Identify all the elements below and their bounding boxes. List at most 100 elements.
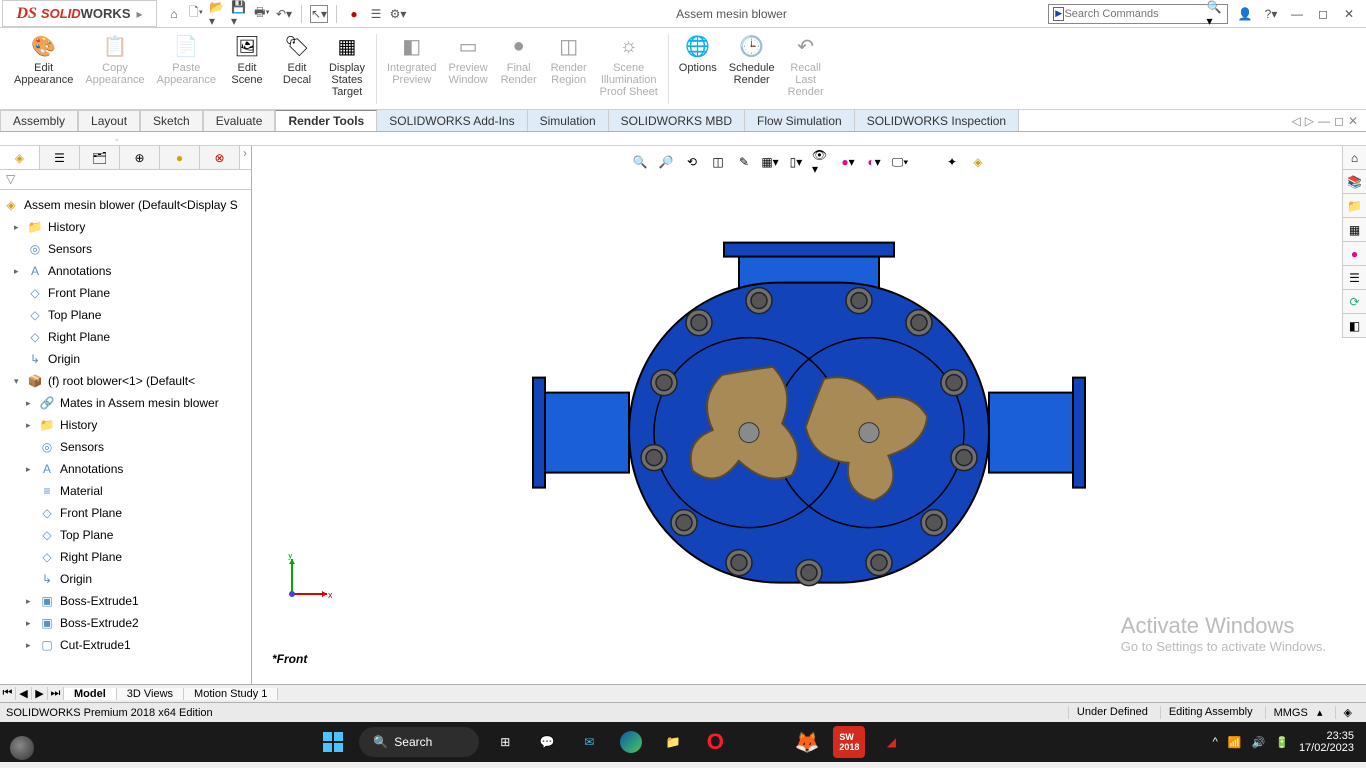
options-icon[interactable]: ⚙▾ bbox=[389, 5, 407, 23]
tree-item[interactable]: ◇Top Plane bbox=[0, 524, 251, 546]
sw2018-icon[interactable]: SW2018 bbox=[833, 726, 865, 758]
cmd-tab-render-tools[interactable]: Render Tools bbox=[275, 110, 377, 131]
select-icon[interactable]: ↖▾ bbox=[310, 5, 328, 23]
doc-max-icon[interactable]: ◻ bbox=[1334, 114, 1344, 128]
appearances-icon[interactable]: ● bbox=[1343, 242, 1366, 266]
cmd-tab-layout[interactable]: Layout bbox=[78, 110, 140, 131]
doc-close-icon[interactable]: ✕ bbox=[1348, 114, 1358, 128]
home-icon[interactable]: ⌂ bbox=[165, 5, 183, 23]
tree-item[interactable]: ▸📁History bbox=[0, 414, 251, 436]
tray-chevron-icon[interactable]: ^ bbox=[1213, 736, 1218, 748]
tree-item[interactable]: ▸📁History bbox=[0, 216, 251, 238]
hide-show-icon[interactable]: 👁▾ bbox=[812, 152, 832, 172]
tree-item[interactable]: ◇Right Plane bbox=[0, 546, 251, 568]
forum-icon[interactable]: ⟳ bbox=[1343, 290, 1366, 314]
tree-item[interactable]: ↳Origin bbox=[0, 348, 251, 370]
3dviews-tab[interactable]: 3D Views bbox=[117, 688, 184, 700]
close-icon[interactable]: ✕ bbox=[1340, 5, 1358, 23]
property-tab[interactable]: ☰ bbox=[40, 146, 80, 169]
chat-icon[interactable]: 💬 bbox=[531, 726, 563, 758]
task-view-icon[interactable]: ⊞ bbox=[489, 726, 521, 758]
command-search[interactable]: ▶ 🔍▾ bbox=[1048, 4, 1228, 24]
new-icon[interactable]: 🗋▾ bbox=[187, 5, 205, 23]
undo-icon[interactable]: ↶▾ bbox=[275, 5, 293, 23]
section-icon[interactable]: ◫ bbox=[708, 152, 728, 172]
library-icon[interactable]: 📚 bbox=[1343, 170, 1366, 194]
ribbon-edit[interactable]: 🎨EditAppearance bbox=[8, 30, 79, 88]
cmd-tab-evaluate[interactable]: Evaluate bbox=[203, 110, 276, 131]
triad-icon[interactable]: ✦ bbox=[942, 152, 962, 172]
tree-item[interactable]: ▸AAnnotations bbox=[0, 260, 251, 282]
search-input[interactable] bbox=[1064, 8, 1206, 20]
file-props-icon[interactable]: ☰ bbox=[367, 5, 385, 23]
minimize-icon[interactable]: — bbox=[1288, 5, 1306, 23]
weather-widget[interactable] bbox=[10, 736, 34, 760]
start-button[interactable] bbox=[317, 726, 349, 758]
ribbon-options[interactable]: 🌐Options bbox=[673, 30, 723, 76]
cmd-tab-sketch[interactable]: Sketch bbox=[140, 110, 203, 131]
tree-item[interactable]: ▸▣Boss-Extrude1 bbox=[0, 590, 251, 612]
dyn-icon[interactable]: ✎ bbox=[734, 152, 754, 172]
resources-icon[interactable]: ⌂ bbox=[1343, 146, 1366, 170]
tree-item[interactable]: ◎Sensors bbox=[0, 238, 251, 260]
explorer-icon[interactable]: 📁 bbox=[1343, 194, 1366, 218]
tray-battery-icon[interactable]: 🔋 bbox=[1275, 736, 1289, 749]
view-palette-icon[interactable]: ▦ bbox=[1343, 218, 1366, 242]
tree-item[interactable]: ◇Right Plane bbox=[0, 326, 251, 348]
tree-item[interactable]: ◎Sensors bbox=[0, 436, 251, 458]
more-tab[interactable]: ⊗ bbox=[200, 146, 240, 169]
status-custom-icon[interactable]: ◈ bbox=[1335, 706, 1360, 719]
doc-prev-icon[interactable]: ◁ bbox=[1292, 114, 1301, 128]
view-settings-icon[interactable]: 🖵▾ bbox=[890, 152, 910, 172]
save-icon[interactable]: 💾▾ bbox=[231, 5, 249, 23]
firefox-icon[interactable]: 🦊 bbox=[791, 726, 823, 758]
search-icon[interactable]: 🔍▾ bbox=[1206, 0, 1223, 28]
opera-icon[interactable]: O bbox=[699, 726, 731, 758]
tray-clock[interactable]: 23:35 17/02/2023 bbox=[1299, 730, 1354, 754]
feature-tree-tab[interactable]: ◈ bbox=[0, 146, 40, 169]
user-icon[interactable]: 👤 bbox=[1236, 5, 1254, 23]
taskbar-search[interactable]: 🔍Search bbox=[359, 727, 479, 757]
tray-volume-icon[interactable]: 🔊 bbox=[1252, 736, 1266, 749]
tree-item[interactable]: ◇Front Plane bbox=[0, 502, 251, 524]
tree-item[interactable]: ▸▣Boss-Extrude2 bbox=[0, 612, 251, 634]
cmd-tab-flow-simulation[interactable]: Flow Simulation bbox=[745, 110, 855, 131]
graphics-viewport[interactable]: 🔍 🔎 ⟲ ◫ ✎ ▦▾ ▯▾ 👁▾ ●▾ ◐▾ 🖵▾ ✦ ◈ ⌂ 📚 📁 ▦ … bbox=[252, 146, 1366, 684]
cmd-tab-assembly[interactable]: Assembly bbox=[0, 110, 78, 131]
tree-item[interactable]: ◇Top Plane bbox=[0, 304, 251, 326]
tree-item[interactable]: ≡Material bbox=[0, 480, 251, 502]
tree-item[interactable]: ↳Origin bbox=[0, 568, 251, 590]
tree-item[interactable]: ▸AAnnotations bbox=[0, 458, 251, 480]
custom-props-icon[interactable]: ☰ bbox=[1343, 266, 1366, 290]
extra-icon[interactable]: ◧ bbox=[1343, 314, 1366, 338]
view-orient-icon[interactable]: ▦▾ bbox=[760, 152, 780, 172]
cmd-tab-solidworks-add-ins[interactable]: SOLIDWORKS Add-Ins bbox=[377, 110, 527, 131]
appearance-icon[interactable]: ●▾ bbox=[838, 152, 858, 172]
box-icon[interactable]: ◈ bbox=[968, 152, 988, 172]
cmd-tab-solidworks-inspection[interactable]: SOLIDWORKS Inspection bbox=[855, 110, 1019, 131]
zoom-fit-icon[interactable]: 🔍 bbox=[630, 152, 650, 172]
dim-tab[interactable]: ⊕ bbox=[120, 146, 160, 169]
tree-item[interactable]: ▸🔗Mates in Assem mesin blower bbox=[0, 392, 251, 414]
ribbon-display[interactable]: ▦DisplayStatesTarget bbox=[322, 30, 372, 100]
config-tab[interactable]: 🗂 bbox=[80, 146, 120, 169]
tab-nav[interactable]: ⏮◀▶⏭ bbox=[0, 687, 64, 700]
cmd-tab-simulation[interactable]: Simulation bbox=[528, 110, 609, 131]
doc-min-icon[interactable]: — bbox=[1318, 114, 1330, 128]
open-icon[interactable]: 📂▾ bbox=[209, 5, 227, 23]
tree-filter[interactable]: ▽ bbox=[0, 170, 251, 190]
maximize-icon[interactable]: ◻ bbox=[1314, 5, 1332, 23]
ribbon-edit[interactable]: 🖼EditScene bbox=[222, 30, 272, 88]
prev-view-icon[interactable]: ⟲ bbox=[682, 152, 702, 172]
ribbon-schedule[interactable]: 🕒ScheduleRender bbox=[723, 30, 781, 88]
edge-icon[interactable] bbox=[615, 726, 647, 758]
model-tab[interactable]: Model bbox=[64, 688, 117, 700]
mail-icon[interactable]: ✉ bbox=[573, 726, 605, 758]
help-icon[interactable]: ?▾ bbox=[1262, 5, 1280, 23]
status-units[interactable]: MMGS ▴ bbox=[1265, 706, 1331, 719]
tree-item[interactable]: ▾📦(f) root blower<1> (Default< bbox=[0, 370, 251, 392]
appearance-tab[interactable]: ● bbox=[160, 146, 200, 169]
zoom-area-icon[interactable]: 🔎 bbox=[656, 152, 676, 172]
ribbon-edit[interactable]: 🏷EditDecal bbox=[272, 30, 322, 88]
print-icon[interactable]: 🖶▾ bbox=[253, 5, 271, 23]
